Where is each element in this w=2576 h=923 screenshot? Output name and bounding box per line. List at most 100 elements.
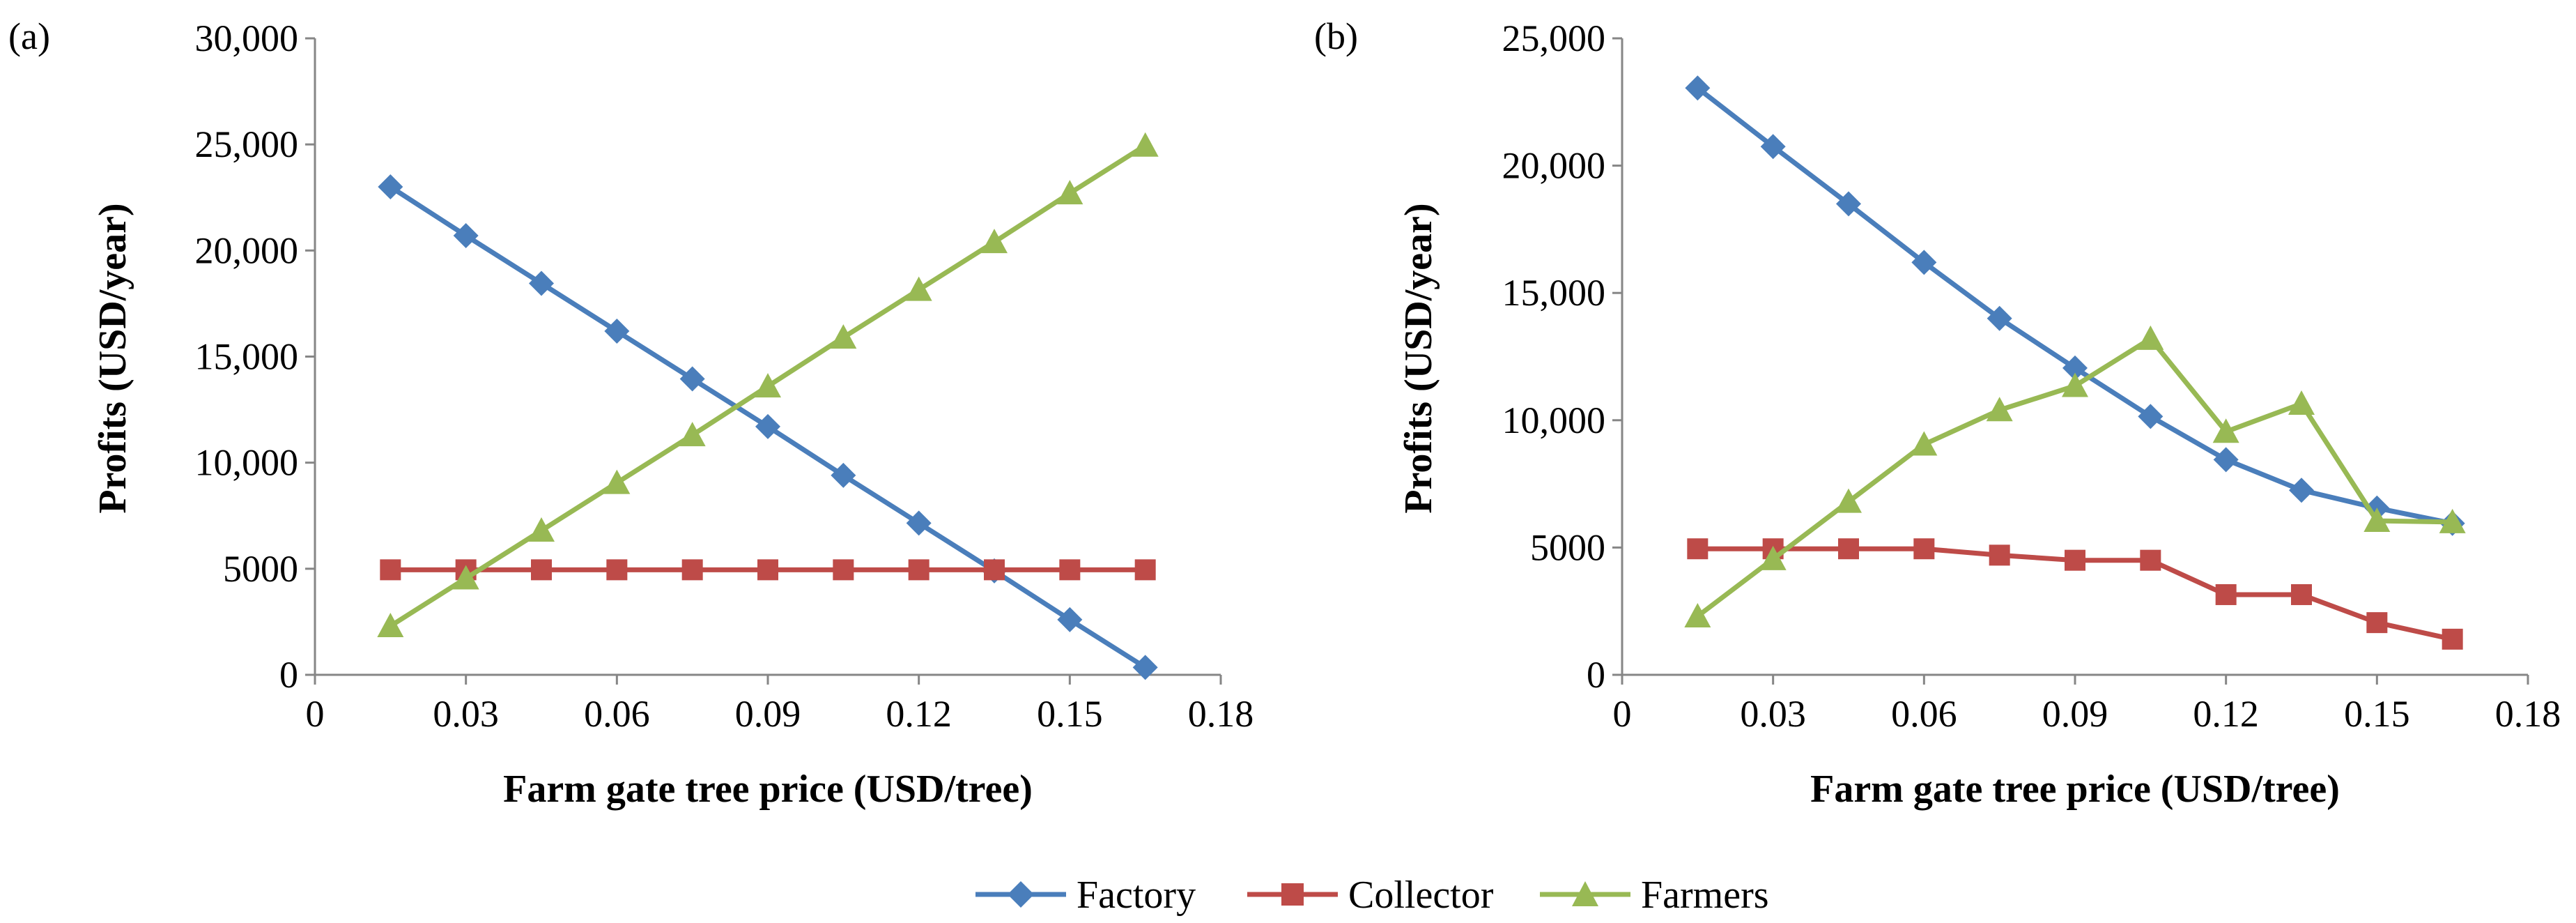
y-tick-label: 5000 — [1530, 526, 1605, 568]
data-point-factory — [1057, 607, 1083, 632]
y-tick-label: 30,000 — [195, 17, 299, 59]
x-tick-label: 0.18 — [1188, 693, 1254, 735]
data-point-factory — [1987, 305, 2012, 331]
data-point-collector — [1989, 544, 2010, 566]
legend-marker-triangle — [1572, 881, 1598, 906]
data-point-farmers — [1986, 397, 2013, 422]
x-tick-label: 0.03 — [433, 693, 499, 735]
series-layer — [1684, 75, 2466, 650]
axes: 0 5000 10,000 15,000 20,000 25,000 30,000 0 0.03… — [195, 17, 1254, 735]
data-point-collector — [2442, 628, 2463, 650]
data-point-farmers — [2212, 418, 2239, 443]
data-point-collector — [681, 559, 703, 581]
data-point-collector — [531, 559, 552, 581]
data-point-factory — [2213, 447, 2239, 473]
y-tick-label: 25,000 — [1502, 17, 1606, 59]
x-tick-label: 0.03 — [1740, 693, 1806, 735]
series-layer — [377, 132, 1159, 680]
data-point-collector — [2291, 583, 2312, 605]
data-point-collector — [757, 559, 778, 581]
data-point-collector — [2140, 549, 2161, 571]
data-point-factory — [831, 462, 856, 488]
data-point-farmers — [679, 422, 706, 447]
legend-marker-square — [1281, 883, 1304, 906]
data-point-collector — [2215, 583, 2237, 605]
x-tick-label: 0.09 — [735, 693, 801, 735]
data-point-factory — [604, 318, 630, 344]
x-tick-label: 0.15 — [1037, 693, 1103, 735]
data-point-factory — [1911, 250, 1937, 275]
data-point-factory — [1836, 191, 1861, 217]
data-point-factory — [529, 270, 554, 296]
x-axis-title: Farm gate tree price (USD/tree) — [503, 768, 1033, 811]
x-tick-label: 0.06 — [584, 693, 650, 735]
data-point-collector — [606, 559, 628, 581]
data-point-farmers — [2062, 372, 2088, 397]
legend-item-collector: Collector — [1247, 874, 1494, 917]
data-point-factory — [453, 223, 479, 249]
data-point-factory — [378, 174, 403, 200]
x-axis-title: Farm gate tree price (USD/tree) — [1810, 768, 2340, 811]
data-point-farmers — [2137, 325, 2164, 350]
chart-panel-a: (a) Profits (USD/year) Farm gate tree pr… — [8, 15, 1254, 811]
data-point-factory — [755, 413, 780, 439]
x-tick-label: 0.09 — [2042, 693, 2108, 735]
legend-label-collector: Collector — [1348, 874, 1494, 917]
data-point-collector — [2366, 612, 2388, 634]
legend-label-factory: Factory — [1077, 874, 1196, 917]
data-point-farmers — [755, 373, 781, 398]
data-point-farmers — [377, 613, 404, 638]
y-axis-title: Profits (USD/year) — [91, 203, 134, 513]
panel-label: (b) — [1314, 15, 1358, 57]
data-point-factory — [906, 510, 932, 536]
data-point-collector — [1838, 538, 1859, 560]
legend-marker-diamond — [1008, 881, 1034, 908]
data-point-farmers — [1056, 180, 1083, 205]
x-tick-label: 0 — [1613, 693, 1632, 735]
data-point-farmers — [1684, 603, 1711, 628]
axes: 0 5000 10,000 15,000 20,000 25,000 0 0.03 0.06 0.… — [1502, 17, 2561, 735]
data-point-factory — [679, 366, 705, 392]
data-point-farmers — [1911, 431, 1938, 456]
data-point-farmers — [1132, 132, 1159, 157]
data-point-collector — [1913, 538, 1935, 560]
data-point-farmers — [452, 565, 479, 590]
y-tick-label: 5000 — [223, 548, 298, 590]
data-point-collector — [1059, 559, 1081, 581]
y-tick-label: 15,000 — [195, 336, 299, 378]
data-point-factory — [2289, 478, 2314, 503]
y-tick-label: 0 — [279, 654, 298, 696]
y-tick-label: 20,000 — [195, 229, 299, 271]
data-point-farmers — [1835, 488, 1862, 513]
x-tick-label: 0.15 — [2344, 693, 2410, 735]
y-axis-title: Profits (USD/year) — [1397, 203, 1440, 513]
x-tick-label: 0.06 — [1891, 693, 1957, 735]
y-tick-label: 20,000 — [1502, 145, 1606, 187]
chart-panel-b: (b) Profits (USD/year) Farm gate tree pr… — [1314, 15, 2561, 811]
legend: Factory Collector Farmers — [975, 874, 1769, 917]
data-point-collector — [1134, 559, 1156, 581]
data-point-factory — [1685, 75, 1711, 101]
data-point-factory — [1760, 134, 1786, 160]
legend-label-farmers: Farmers — [1641, 874, 1769, 917]
data-point-collector — [380, 559, 401, 581]
data-point-farmers — [1759, 545, 1787, 570]
data-point-collector — [2065, 549, 2085, 571]
panel-label: (a) — [8, 15, 50, 57]
x-tick-label: 0.18 — [2495, 693, 2561, 735]
data-point-farmers — [603, 469, 631, 494]
y-tick-label: 0 — [1587, 654, 1605, 696]
data-point-farmers — [2288, 390, 2315, 415]
data-point-collector — [1687, 538, 1709, 560]
data-point-factory — [2138, 404, 2164, 429]
data-point-farmers — [981, 229, 1008, 254]
x-tick-label: 0 — [306, 693, 325, 735]
data-point-collector — [833, 559, 854, 581]
x-tick-label: 0.12 — [2193, 693, 2259, 735]
y-tick-label: 10,000 — [1502, 399, 1606, 441]
data-point-farmers — [905, 276, 932, 301]
data-point-farmers — [2363, 508, 2391, 533]
y-tick-label: 25,000 — [195, 123, 299, 165]
y-tick-label: 10,000 — [195, 442, 299, 484]
